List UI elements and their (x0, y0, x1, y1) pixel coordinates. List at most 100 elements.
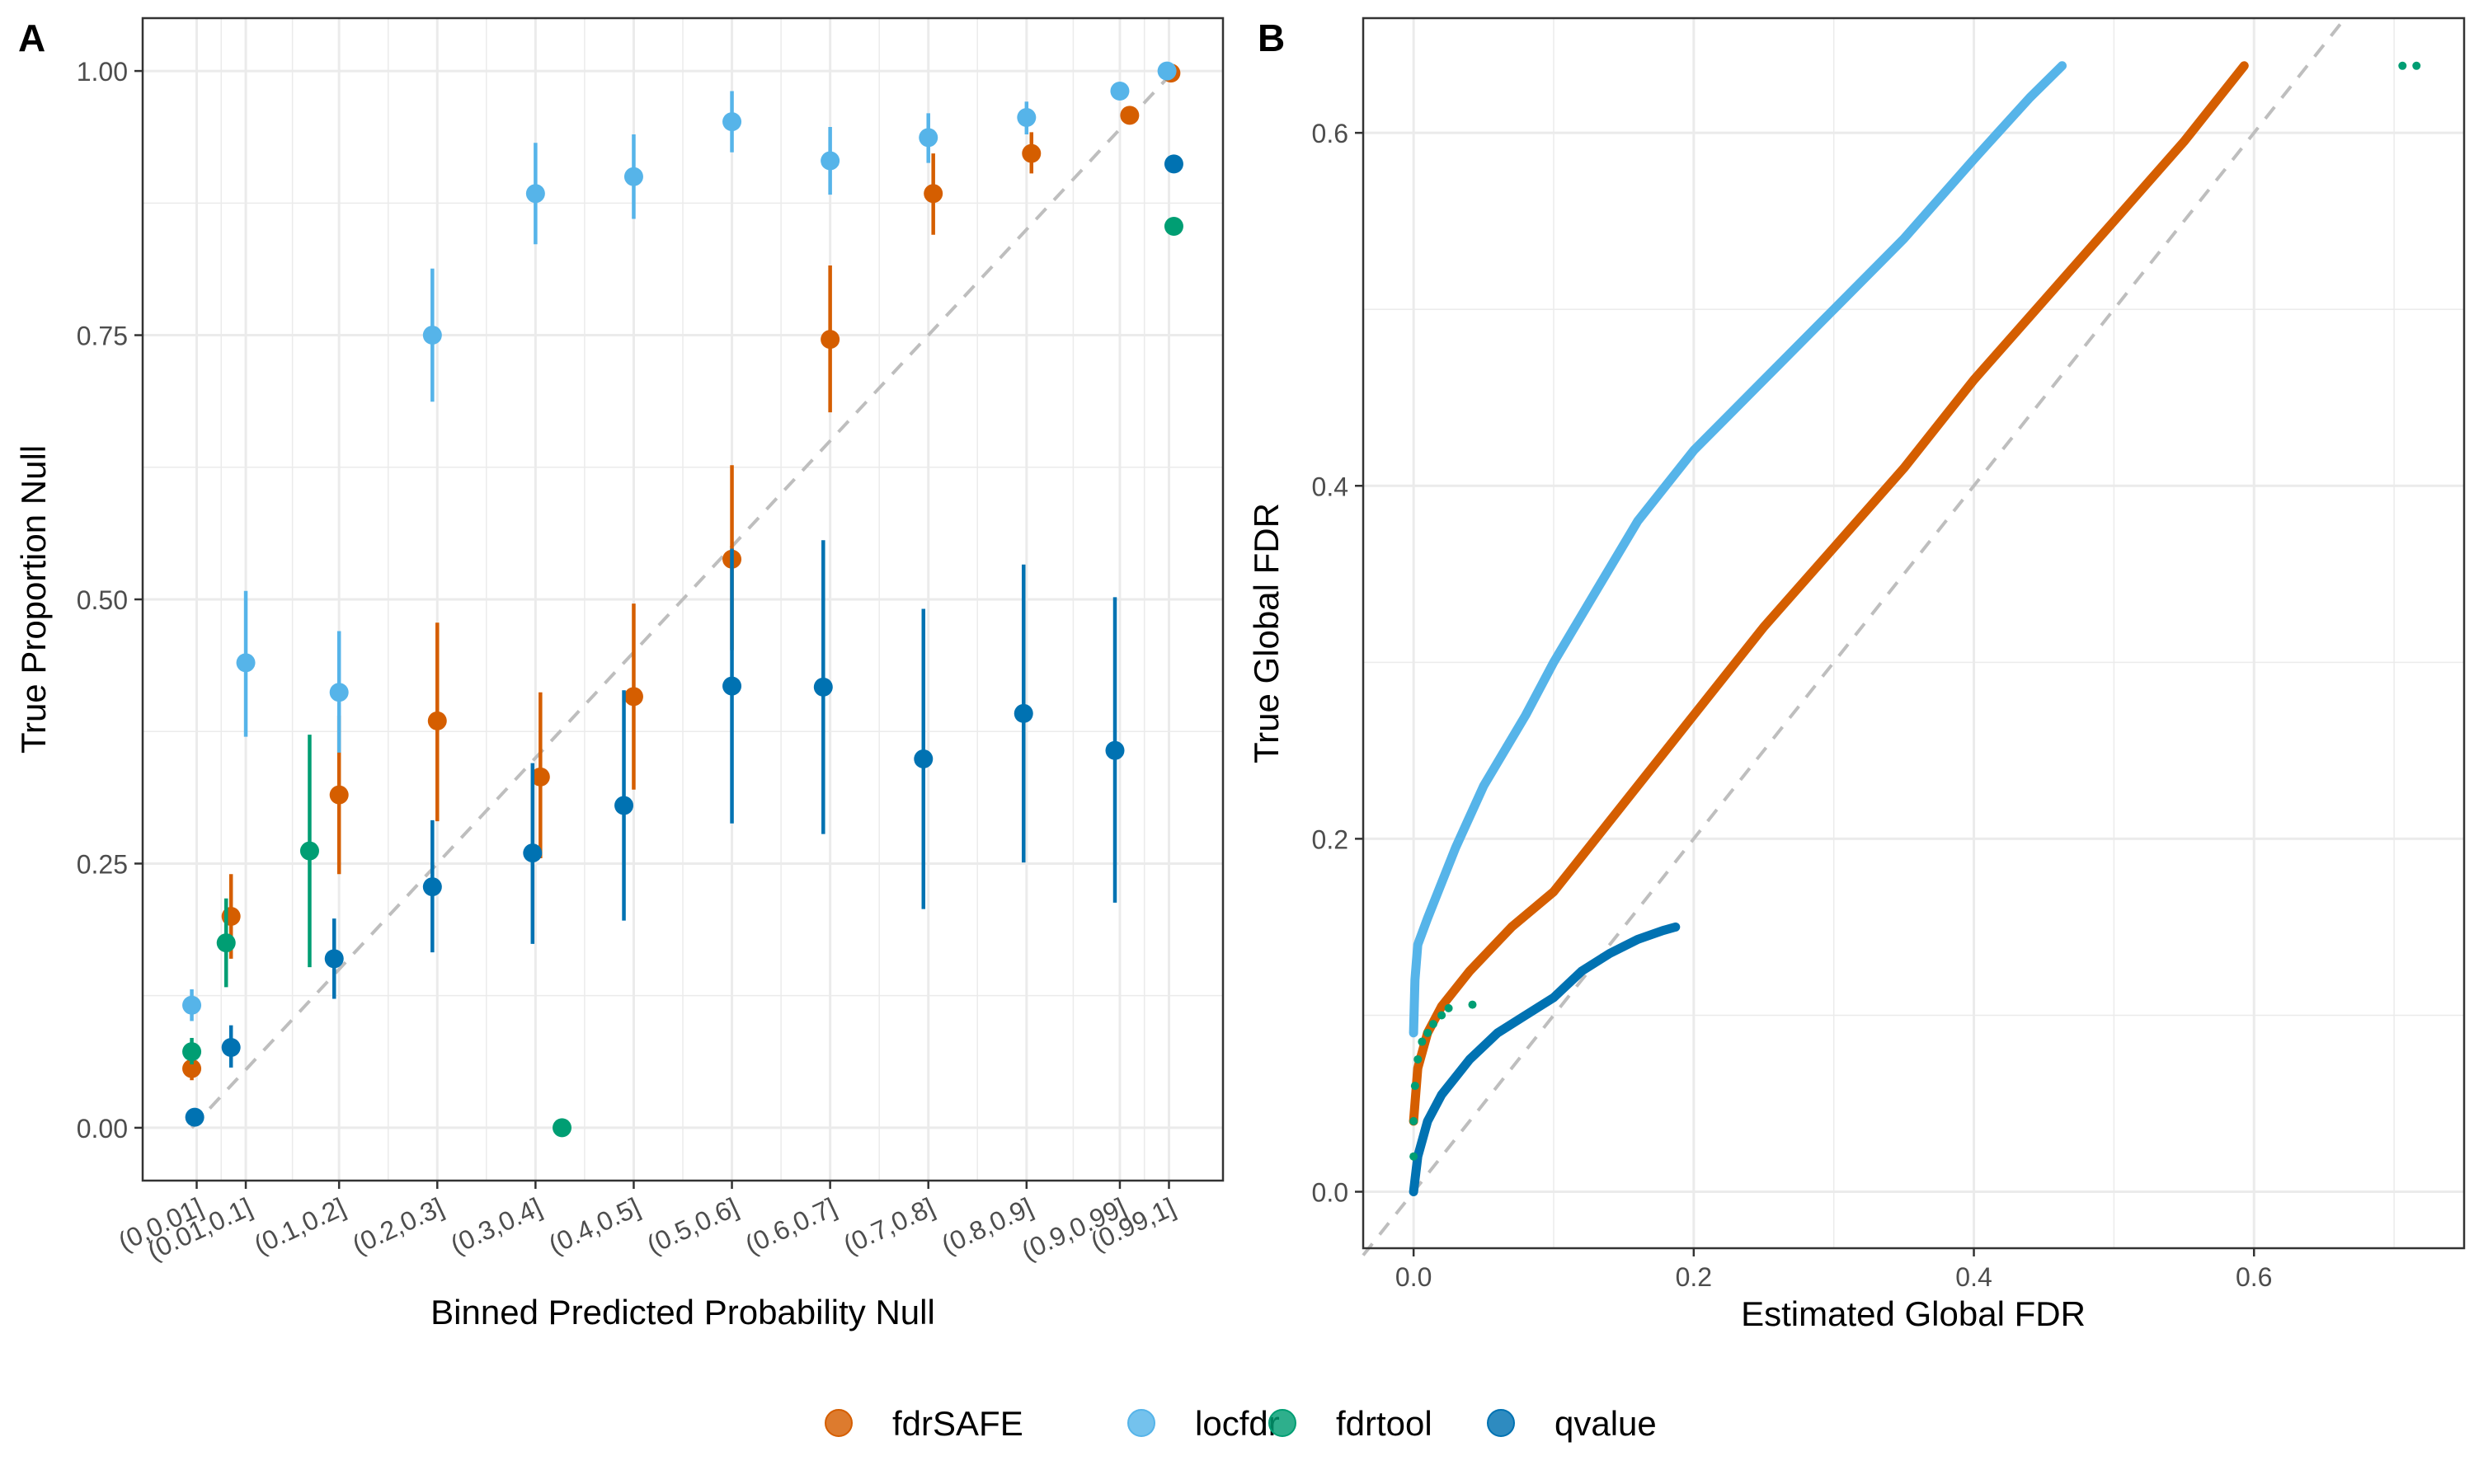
data-point (182, 995, 202, 1015)
data-point (1017, 107, 1037, 127)
data-point (185, 1107, 205, 1127)
data-point (1410, 1082, 1419, 1091)
data-point (2398, 61, 2407, 70)
legend-label: locfdr (1195, 1404, 1280, 1443)
x-tick-label: (0.3,0.4] (446, 1192, 547, 1260)
series-locfdr (1409, 61, 2067, 1038)
panel-a-y-ticks: 0.00 0.25 0.50 0.75 1.00 (77, 57, 143, 1144)
legend-label: qvalue (1554, 1404, 1657, 1443)
panel-b-x-ticks: 0.0 0.2 0.4 0.6 (1395, 1248, 2272, 1292)
x-tick-label: 0.6 (2236, 1262, 2272, 1292)
data-point (329, 683, 349, 702)
series-qvalue (185, 154, 1183, 1127)
panel-b-x-axis-label: Estimated Global FDR (1741, 1294, 2086, 1333)
data-point (1418, 1037, 1427, 1046)
data-point (422, 326, 442, 345)
data-point (623, 687, 643, 707)
panel-b-y-axis-label: True Global FDR (1247, 503, 1286, 763)
data-point (1428, 1020, 1437, 1029)
data-point (1409, 1152, 1418, 1161)
data-point (553, 1118, 572, 1138)
data-point (914, 749, 934, 769)
legend-label: fdrtool (1336, 1404, 1432, 1443)
x-tick-label: 0.4 (1955, 1262, 1992, 1292)
data-point (1120, 106, 1140, 125)
legend-label: fdrSAFE (892, 1404, 1023, 1443)
series-fdrsafe (1409, 61, 2249, 1126)
data-point (329, 785, 349, 805)
series-fdrsafe (182, 63, 1181, 1081)
y-tick-label: 0.0 (1312, 1178, 1348, 1208)
legend-item-locfdr: locfdr (1127, 1404, 1280, 1443)
panel-a-y-axis-label: True Proportion Null (14, 445, 53, 754)
series-fdrtool (1409, 61, 2421, 1161)
data-point (1409, 1116, 1418, 1125)
legend: fdrSAFE locfdr fdrtool qvalue (825, 1404, 1657, 1443)
data-point (722, 676, 742, 696)
data-point (1468, 1000, 1477, 1009)
data-point (2412, 61, 2421, 70)
panel-a-reference-line (190, 69, 1175, 1129)
series-line (1409, 61, 2249, 1126)
panel-a-x-axis-label: Binned Predicted Probability Null (430, 1293, 935, 1331)
x-tick-label: (0.7,0.8] (839, 1192, 939, 1260)
data-point (1164, 217, 1183, 237)
x-tick-label: (0.2,0.3] (348, 1192, 449, 1260)
data-point (1444, 1003, 1453, 1012)
y-tick-label: 0.6 (1312, 119, 1348, 148)
panel-a-label: A (18, 16, 45, 59)
panel-b-border (1362, 16, 2466, 1250)
data-point (623, 167, 643, 186)
data-point (236, 653, 256, 673)
y-tick-label: 0.00 (77, 1114, 128, 1144)
data-point (427, 711, 447, 730)
series-line (1409, 922, 1681, 1196)
legend-item-fdrsafe: fdrSAFE (825, 1404, 1023, 1443)
data-point (821, 330, 840, 350)
panel-b-marks (1409, 61, 2421, 1196)
data-point (530, 767, 550, 787)
data-point (1164, 154, 1183, 174)
data-point (1413, 1054, 1423, 1064)
legend-key (1127, 1409, 1155, 1437)
legend-item-fdrtool: fdrtool (1268, 1404, 1432, 1443)
data-point (1423, 1028, 1432, 1037)
panel-b-y-ticks: 0.0 0.2 0.4 0.6 (1312, 119, 1363, 1208)
y-tick-label: 0.4 (1312, 472, 1348, 501)
data-point (821, 151, 840, 171)
legend-key (1268, 1409, 1296, 1437)
data-point (182, 1059, 202, 1078)
series-line (1409, 61, 2067, 1038)
panel-b-grid (1363, 18, 2464, 1248)
data-point (722, 112, 742, 132)
legend-key (1487, 1409, 1515, 1437)
data-point (1105, 740, 1125, 760)
data-point (221, 1037, 241, 1057)
legend-item-qvalue: qvalue (1487, 1404, 1657, 1443)
legend-key (825, 1409, 853, 1437)
data-point (1437, 1011, 1446, 1020)
data-point (422, 877, 442, 897)
panel-b: B 0.0 0.2 0.4 0.6 0.0 0.2 0.4 0.6 Estimated Gl… (1247, 16, 2466, 1333)
data-point (324, 949, 344, 969)
x-tick-label: (0.1,0.2] (250, 1192, 350, 1260)
data-point (525, 184, 545, 204)
data-point (216, 933, 236, 953)
panel-b-label: B (1258, 16, 1285, 59)
x-tick-label: (0.5,0.6] (642, 1192, 743, 1260)
y-tick-label: 0.25 (77, 849, 128, 879)
y-tick-label: 0.2 (1312, 824, 1348, 854)
panel-b-plot-area (1363, 18, 2464, 1248)
data-point (523, 843, 543, 863)
data-point (1110, 81, 1130, 101)
data-point (1157, 61, 1177, 81)
data-point (924, 184, 943, 204)
x-tick-label: 0.0 (1395, 1262, 1432, 1292)
panel-a-x-ticks: (0,0.01](0.01,0.1](0.1,0.2](0.2,0.3](0.3… (114, 1181, 1179, 1266)
x-tick-label: (0.6,0.7] (741, 1192, 841, 1260)
y-tick-label: 0.50 (77, 585, 128, 615)
x-tick-label: (0.4,0.5] (544, 1192, 645, 1260)
y-tick-label: 0.75 (77, 322, 128, 351)
data-point (614, 796, 634, 815)
